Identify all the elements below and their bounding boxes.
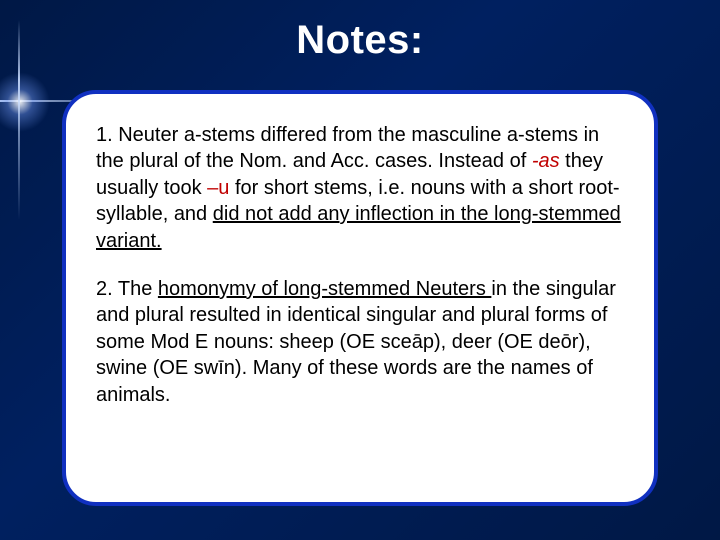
note-1-text-a: 1. Neuter a-stems differed from the masc… — [96, 124, 599, 172]
slide-title: Notes: — [0, 0, 720, 63]
note-1-suffix-u: –u — [207, 177, 229, 199]
note-2: 2. The homonymy of long-stemmed Neuters … — [96, 276, 624, 408]
note-1: 1. Neuter a-stems differed from the masc… — [96, 122, 624, 254]
notes-card: 1. Neuter a-stems differed from the masc… — [62, 90, 658, 506]
note-2-underlined: homonymy of long-stemmed Neuters — [158, 278, 491, 300]
note-2-text-a: 2. The — [96, 278, 158, 300]
note-1-suffix-as: -as — [532, 150, 560, 172]
